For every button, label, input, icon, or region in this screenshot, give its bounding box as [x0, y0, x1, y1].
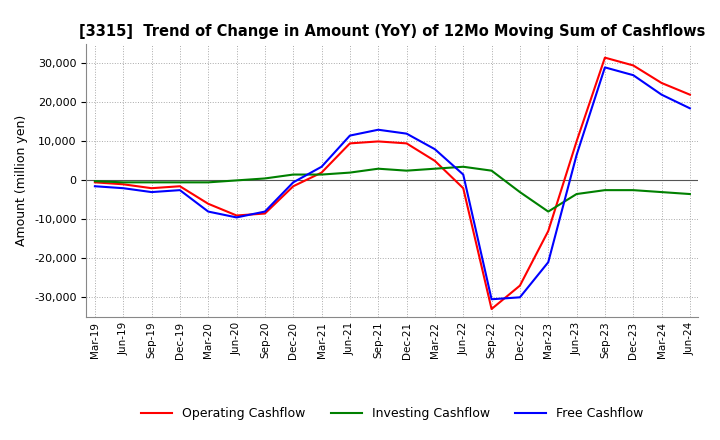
Investing Cashflow: [459, 164, 467, 169]
Operating Cashflow: [204, 201, 212, 206]
Investing Cashflow: [374, 166, 382, 171]
Operating Cashflow: [516, 283, 524, 288]
Operating Cashflow: [318, 170, 326, 175]
Y-axis label: Amount (million yen): Amount (million yen): [16, 115, 29, 246]
Operating Cashflow: [572, 139, 581, 144]
Operating Cashflow: [176, 183, 184, 189]
Operating Cashflow: [657, 81, 666, 86]
Operating Cashflow: [459, 186, 467, 191]
Investing Cashflow: [629, 187, 637, 193]
Operating Cashflow: [261, 211, 269, 216]
Free Cashflow: [459, 172, 467, 177]
Free Cashflow: [600, 65, 609, 70]
Free Cashflow: [572, 152, 581, 158]
Operating Cashflow: [148, 186, 156, 191]
Operating Cashflow: [289, 183, 297, 189]
Free Cashflow: [487, 297, 496, 302]
Operating Cashflow: [487, 306, 496, 312]
Investing Cashflow: [289, 172, 297, 177]
Investing Cashflow: [544, 209, 552, 214]
Operating Cashflow: [431, 158, 439, 164]
Free Cashflow: [148, 190, 156, 195]
Free Cashflow: [176, 187, 184, 193]
Free Cashflow: [544, 260, 552, 265]
Free Cashflow: [374, 127, 382, 132]
Operating Cashflow: [402, 141, 411, 146]
Free Cashflow: [402, 131, 411, 136]
Free Cashflow: [233, 215, 241, 220]
Investing Cashflow: [176, 180, 184, 185]
Investing Cashflow: [318, 172, 326, 177]
Operating Cashflow: [91, 180, 99, 185]
Investing Cashflow: [119, 180, 127, 185]
Investing Cashflow: [487, 168, 496, 173]
Investing Cashflow: [148, 180, 156, 185]
Investing Cashflow: [657, 190, 666, 195]
Investing Cashflow: [346, 170, 354, 175]
Line: Investing Cashflow: Investing Cashflow: [95, 167, 690, 212]
Legend: Operating Cashflow, Investing Cashflow, Free Cashflow: Operating Cashflow, Investing Cashflow, …: [136, 402, 649, 425]
Operating Cashflow: [544, 228, 552, 234]
Operating Cashflow: [233, 213, 241, 218]
Free Cashflow: [289, 180, 297, 185]
Operating Cashflow: [374, 139, 382, 144]
Operating Cashflow: [346, 141, 354, 146]
Investing Cashflow: [233, 178, 241, 183]
Free Cashflow: [346, 133, 354, 138]
Investing Cashflow: [600, 187, 609, 193]
Title: [3315]  Trend of Change in Amount (YoY) of 12Mo Moving Sum of Cashflows: [3315] Trend of Change in Amount (YoY) o…: [79, 24, 706, 39]
Free Cashflow: [318, 164, 326, 169]
Free Cashflow: [657, 92, 666, 97]
Operating Cashflow: [629, 63, 637, 68]
Free Cashflow: [629, 73, 637, 78]
Line: Free Cashflow: Free Cashflow: [95, 67, 690, 299]
Free Cashflow: [119, 186, 127, 191]
Free Cashflow: [431, 147, 439, 152]
Line: Operating Cashflow: Operating Cashflow: [95, 58, 690, 309]
Investing Cashflow: [261, 176, 269, 181]
Investing Cashflow: [204, 180, 212, 185]
Operating Cashflow: [685, 92, 694, 97]
Operating Cashflow: [119, 182, 127, 187]
Investing Cashflow: [91, 179, 99, 184]
Investing Cashflow: [572, 191, 581, 197]
Investing Cashflow: [685, 191, 694, 197]
Free Cashflow: [261, 209, 269, 214]
Free Cashflow: [204, 209, 212, 214]
Investing Cashflow: [516, 190, 524, 195]
Free Cashflow: [516, 295, 524, 300]
Investing Cashflow: [402, 168, 411, 173]
Investing Cashflow: [431, 166, 439, 171]
Free Cashflow: [91, 183, 99, 189]
Operating Cashflow: [600, 55, 609, 60]
Free Cashflow: [685, 106, 694, 111]
